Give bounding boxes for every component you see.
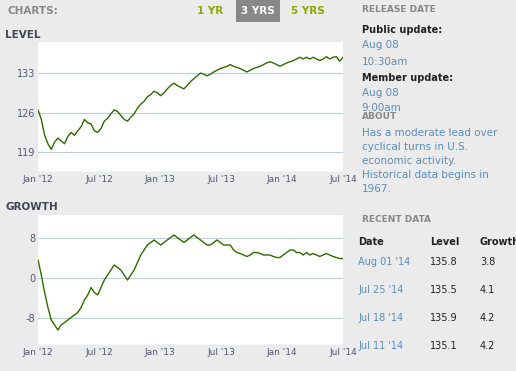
Text: RELEASE DATE: RELEASE DATE	[362, 6, 436, 14]
Text: 135.5: 135.5	[430, 285, 458, 295]
Bar	[236, 0, 280, 22]
Text: 9:00am: 9:00am	[362, 103, 401, 113]
Text: 135.8: 135.8	[430, 257, 458, 267]
Text: RECENT DATA: RECENT DATA	[362, 214, 431, 223]
Text: Level: Level	[430, 237, 459, 247]
Text: Jul 18 '14: Jul 18 '14	[358, 313, 403, 323]
Text: 3 YRS: 3 YRS	[241, 6, 275, 16]
Text: ABOUT: ABOUT	[362, 112, 397, 121]
Text: Member update:: Member update:	[362, 73, 453, 83]
Text: Public update:: Public update:	[362, 25, 442, 35]
Text: 135.9: 135.9	[430, 313, 458, 323]
Text: Jul 25 '14: Jul 25 '14	[358, 285, 404, 295]
Text: Aug 08: Aug 08	[362, 40, 398, 50]
Text: 4.2: 4.2	[480, 313, 495, 323]
Text: Has a moderate lead over
cyclical turns in U.S.
economic activity.
Historical da: Has a moderate lead over cyclical turns …	[362, 128, 497, 194]
Text: Aug 01 '14: Aug 01 '14	[358, 257, 410, 267]
Text: CHARTS:: CHARTS:	[8, 6, 59, 16]
Text: LEVEL: LEVEL	[5, 30, 40, 40]
Text: 1 YR: 1 YR	[197, 6, 223, 16]
Text: 10:30am: 10:30am	[362, 58, 408, 68]
Text: 3.8: 3.8	[480, 257, 495, 267]
Text: GROWTH: GROWTH	[5, 202, 58, 212]
Text: 4.1: 4.1	[480, 285, 495, 295]
Text: Date: Date	[358, 237, 384, 247]
Text: 135.1: 135.1	[430, 341, 458, 351]
Text: Aug 08: Aug 08	[362, 88, 398, 98]
Text: 4.2: 4.2	[480, 341, 495, 351]
Text: 5 YRS: 5 YRS	[291, 6, 325, 16]
Text: Jul 11 '14: Jul 11 '14	[358, 341, 403, 351]
Text: Growth: Growth	[480, 237, 516, 247]
